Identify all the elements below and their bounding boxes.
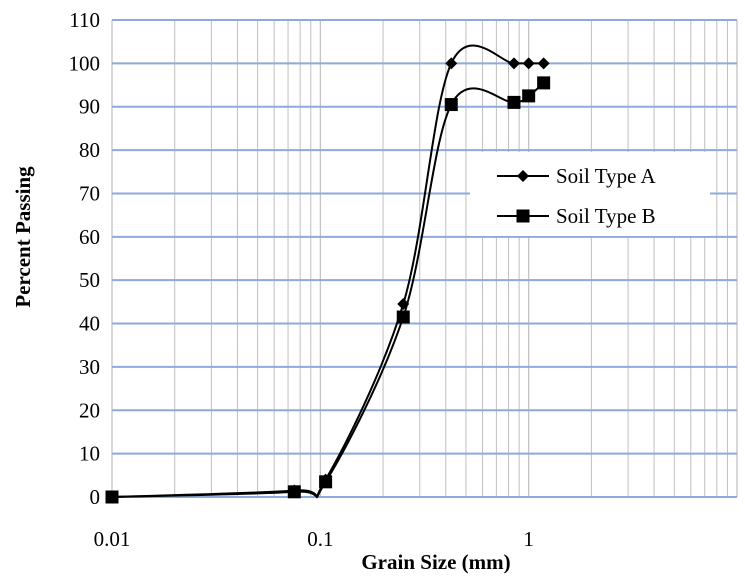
- x-tick-label: 0.01: [94, 527, 131, 551]
- diamond-marker: [522, 57, 535, 70]
- y-tick-label: 60: [79, 225, 100, 249]
- diamond-marker: [537, 57, 550, 70]
- y-tick-label: 10: [79, 442, 100, 466]
- y-tick-label: 110: [69, 8, 100, 32]
- y-tick-label: 90: [79, 95, 100, 119]
- legend-entries: Soil Type A Soil Type B: [497, 164, 656, 228]
- x-axis-title: Grain Size (mm): [361, 550, 510, 574]
- x-tick-label: 1: [523, 527, 534, 551]
- square-marker: [287, 485, 301, 499]
- y-tick-label: 20: [79, 398, 100, 422]
- major-gridlines: [112, 19, 737, 498]
- square-marker: [444, 98, 458, 112]
- minor-gridlines: [111, 20, 738, 497]
- y-axis-title: Percent Passing: [11, 166, 35, 308]
- y-tick-label: 100: [69, 51, 101, 75]
- diamond-marker: [507, 57, 520, 70]
- square-marker: [507, 95, 521, 109]
- y-tick-label: 40: [79, 312, 100, 336]
- square-marker: [105, 490, 119, 504]
- legend-marker: [516, 209, 530, 223]
- y-tick-label: 0: [90, 485, 101, 509]
- series-soil-type-b: [105, 76, 551, 504]
- x-tick-label: 0.1: [307, 527, 333, 551]
- legend-marker: [517, 170, 529, 182]
- series-layer: [105, 44, 551, 504]
- y-tick-label: 50: [79, 268, 100, 292]
- y-tick-label: 30: [79, 355, 100, 379]
- x-tick-labels: 0.01 0.1 1: [94, 527, 534, 551]
- legend-label: Soil Type B: [556, 204, 656, 228]
- legend: Soil Type A Soil Type B: [470, 152, 710, 236]
- y-tick-label: 70: [79, 181, 100, 205]
- plot-area: [112, 20, 737, 497]
- square-marker: [522, 89, 536, 103]
- square-marker: [537, 76, 551, 90]
- y-tick-labels: 0 10 20 30 40 50 60 70 80 90 100 110: [69, 8, 101, 509]
- square-marker: [319, 475, 333, 489]
- legend-box: [470, 152, 710, 236]
- y-tick-label: 80: [79, 138, 100, 162]
- diamond-marker: [445, 57, 458, 70]
- legend-label: Soil Type A: [556, 164, 656, 188]
- square-marker: [396, 310, 410, 324]
